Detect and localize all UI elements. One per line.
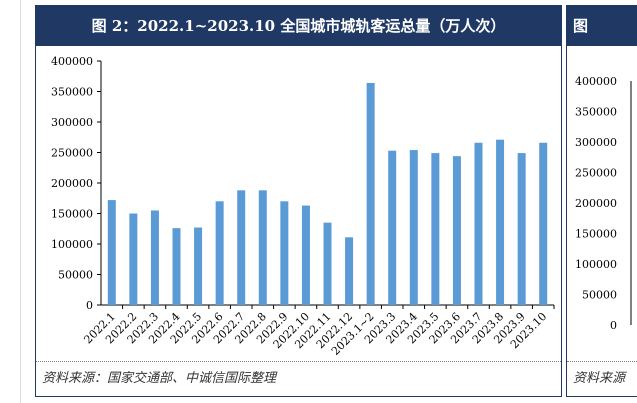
bar [452, 156, 461, 305]
bar [323, 222, 332, 305]
y-tick-label: 50000 [58, 269, 93, 282]
y-tick-label: 200000 [51, 177, 93, 190]
y-tick-label: 100000 [575, 258, 617, 271]
chart-panel-right: 图 0 50000 100000 150000 200000 250000 300000 35… [566, 5, 637, 397]
y-tick-label: 150000 [51, 208, 93, 221]
y-tick-label: 100000 [51, 238, 93, 251]
y-tick-label: 250000 [575, 167, 617, 180]
source-note: 资料来源：国家交通部、中诚信国际整理 [36, 361, 561, 396]
bar [366, 82, 375, 306]
y-tick-label: 0 [610, 319, 617, 332]
y-tick-label: 300000 [575, 136, 617, 149]
bar [107, 200, 116, 305]
bar [194, 227, 203, 305]
bar [539, 142, 548, 305]
y-tick-label: 0 [86, 299, 93, 312]
y-tick-label: 350000 [575, 106, 617, 119]
bar [258, 190, 267, 305]
chart-panel-left: 图 2：2022.1~2023.10 全国城市城轨客运总量（万人次） 0 5000… [35, 5, 562, 397]
bar [237, 190, 246, 305]
bar [280, 201, 289, 305]
bar [409, 150, 418, 305]
y-tick-label: 350000 [51, 86, 93, 99]
chart-title-right: 图 [567, 6, 637, 46]
bar [496, 139, 505, 305]
bar [172, 228, 181, 305]
y-tick-label: 400000 [51, 55, 93, 68]
bar [474, 142, 483, 305]
bar [345, 237, 354, 305]
bar [517, 153, 526, 305]
bar-chart-right: 0 50000 100000 150000 200000 250000 300000 3500… [575, 75, 632, 332]
y-tick-label: 200000 [575, 197, 617, 210]
bar [431, 153, 440, 305]
y-tick-label: 50000 [582, 289, 617, 302]
page-divider-line [20, 0, 21, 403]
bar [215, 201, 224, 305]
bar [150, 210, 159, 305]
y-tick-label: 300000 [51, 116, 93, 129]
y-tick-label: 400000 [575, 75, 617, 88]
y-tick-label: 150000 [575, 228, 617, 241]
bar [388, 150, 397, 305]
y-tick-label: 250000 [51, 147, 93, 160]
chart-title: 图 2：2022.1~2023.10 全国城市城轨客运总量（万人次） [36, 6, 561, 46]
source-note-right: 资料来源 [567, 361, 637, 396]
bar [129, 213, 138, 305]
bar-chart: 0 50000 100000 150000 200000 250000 300000 3500… [51, 55, 555, 358]
bar [301, 205, 310, 305]
